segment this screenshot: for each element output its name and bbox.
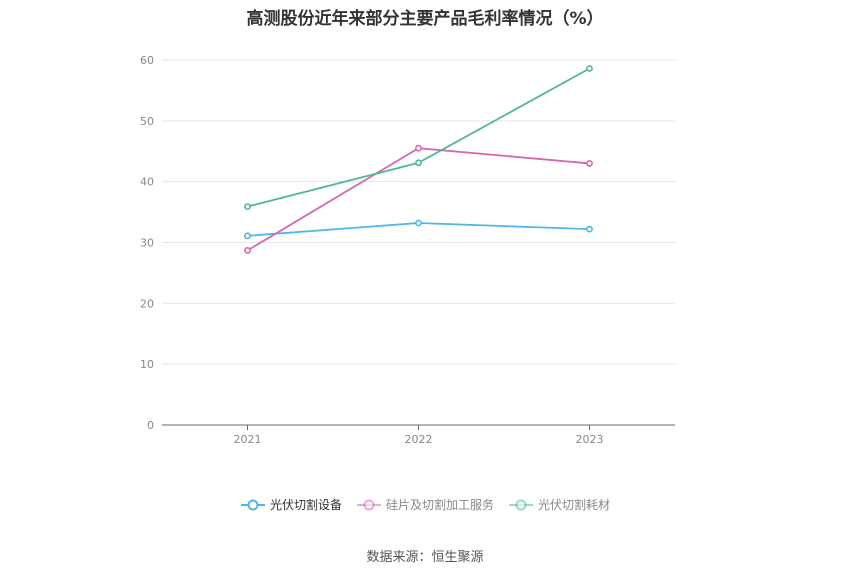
legend-swatch-icon (509, 499, 533, 510)
data-point (244, 203, 251, 211)
y-tick-label: 30 (140, 237, 154, 250)
legend: 光伏切割设备 硅片及切割加工服务 光伏切割耗材 (0, 496, 850, 513)
y-tick-label: 60 (140, 54, 154, 67)
legend-label: 硅片及切割加工服务 (385, 498, 494, 512)
data-point (415, 144, 422, 152)
data-point (244, 247, 251, 254)
x-tick-label: 2021 (234, 433, 262, 446)
x-tick-label: 2022 (405, 433, 433, 446)
data-point (244, 232, 251, 240)
data-point (415, 159, 422, 167)
legend-label: 光伏切割设备 (269, 498, 342, 512)
chart-title: 高测股份近年来部分主要产品毛利率情况（%） (246, 9, 604, 29)
data-point (586, 160, 593, 167)
grid-lines (162, 59, 675, 365)
legend-swatch-icon (240, 499, 265, 510)
legend-item-1[interactable]: 光伏切割设备 (240, 496, 342, 513)
y-tick-label: 10 (140, 358, 154, 371)
legend-item-3[interactable]: 光伏切割耗材 (508, 496, 610, 513)
series-1 (244, 219, 593, 240)
series-3 (244, 65, 593, 211)
y-tick-label: 20 (140, 297, 154, 310)
series-2 (244, 144, 593, 254)
legend-item-2[interactable]: 硅片及切割加工服务 (356, 496, 494, 513)
y-tick-label: 0 (147, 419, 154, 432)
data-point (586, 65, 593, 72)
legend-swatch-icon (356, 499, 381, 510)
series-lines (244, 65, 593, 254)
legend-label: 光伏切割耗材 (538, 498, 611, 512)
data-point (415, 219, 422, 227)
y-tick-label: 40 (140, 176, 154, 189)
axes: 0 10 20 30 40 50 60 2021 2022 2023 (140, 54, 675, 446)
source-note: 数据来源：恒生聚源 (366, 550, 484, 565)
series-line (247, 67, 590, 208)
y-tick-label: 50 (140, 115, 154, 128)
data-point (586, 225, 593, 233)
x-tick-label: 2023 (576, 433, 604, 446)
